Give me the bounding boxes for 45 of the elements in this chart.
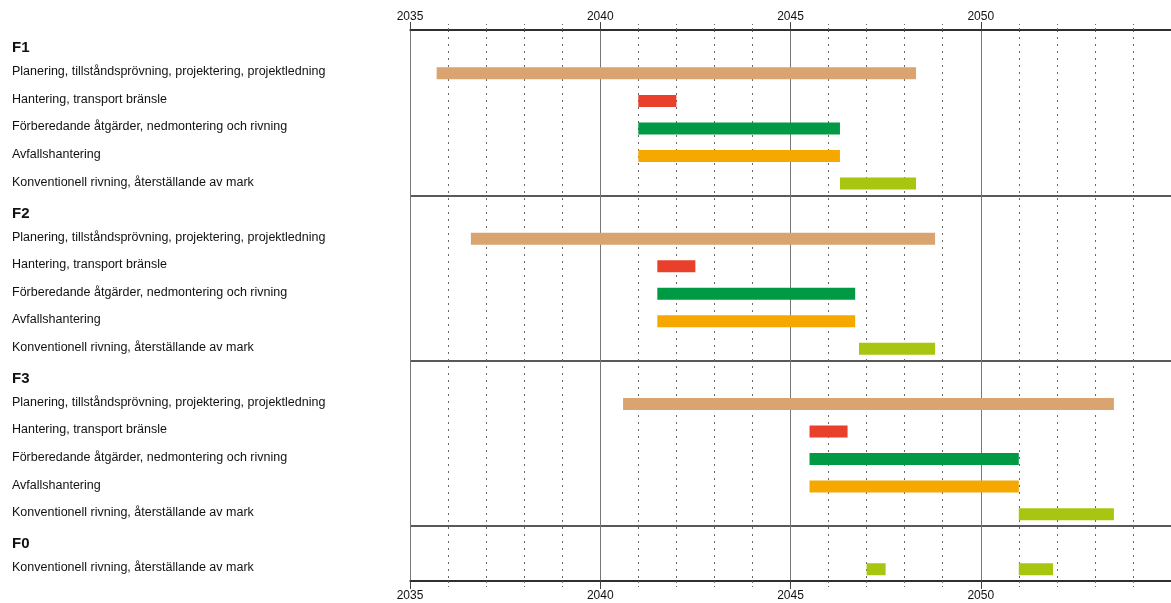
y-tick-label: F2 [12, 203, 30, 221]
y-tick-label: Förberedande åtgärder, nedmontering och rivning [12, 284, 288, 299]
x-tick-label: 2045 [777, 588, 805, 602]
bar [1018, 563, 1054, 576]
bar [638, 149, 840, 162]
y-tick-label: Planering, tillståndsprövning, projektering, projektledning [12, 394, 326, 409]
y-tick-label: Förberedande åtgärder, nedmontering och rivning [12, 119, 288, 134]
bar [657, 260, 696, 273]
bar [809, 453, 1019, 466]
y-tick-label: Planering, tillståndsprövning, projektering, projektledning [12, 64, 326, 79]
bar [657, 315, 856, 328]
bar [839, 177, 917, 190]
x2-tick-label: 2035 [396, 9, 424, 23]
bar [638, 122, 840, 135]
bar [1018, 508, 1114, 521]
y-tick-label: Hantering, transport bränsle [12, 257, 167, 272]
y-tick-label: Hantering, transport bränsle [12, 91, 167, 106]
y-tick-label: Planering, tillståndsprövning, projektering, projektledning [12, 229, 326, 244]
y-tick-label: Avfallshantering [12, 312, 101, 327]
y-tick-label: F1 [12, 38, 30, 56]
bar [470, 232, 936, 245]
y-tick-label: Konventionell rivning, återställande av mark [12, 560, 255, 575]
y-tick-label: Avfallshantering [12, 477, 101, 492]
bar [436, 67, 917, 80]
bar [638, 94, 677, 107]
y-tick-label: Konventionell rivning, återställande av mark [12, 505, 255, 520]
bar [657, 287, 856, 300]
x2-tick-label: 2045 [777, 9, 805, 23]
y-tick-label: F0 [12, 534, 30, 552]
bar [858, 342, 936, 355]
bar [623, 397, 1114, 410]
x2-tick-label: 2040 [586, 9, 614, 23]
x-tick-label: 2040 [586, 588, 614, 602]
y-tick-label: F3 [12, 368, 30, 386]
x-tick-label: 2050 [967, 588, 995, 602]
x-tick-label: 2035 [396, 588, 424, 602]
y-tick-label: Avfallshantering [12, 146, 101, 161]
bar [809, 425, 848, 438]
y-tick-label: Konventionell rivning, återställande av mark [12, 174, 255, 189]
bar [809, 480, 1019, 493]
y-tick-label: Konventionell rivning, återställande av mark [12, 339, 255, 354]
y-tick-label: Förberedande åtgärder, nedmontering och rivning [12, 450, 288, 465]
bar [866, 563, 886, 576]
x2-tick-label: 2050 [967, 9, 995, 23]
y-tick-label: Hantering, transport bränsle [12, 422, 167, 437]
